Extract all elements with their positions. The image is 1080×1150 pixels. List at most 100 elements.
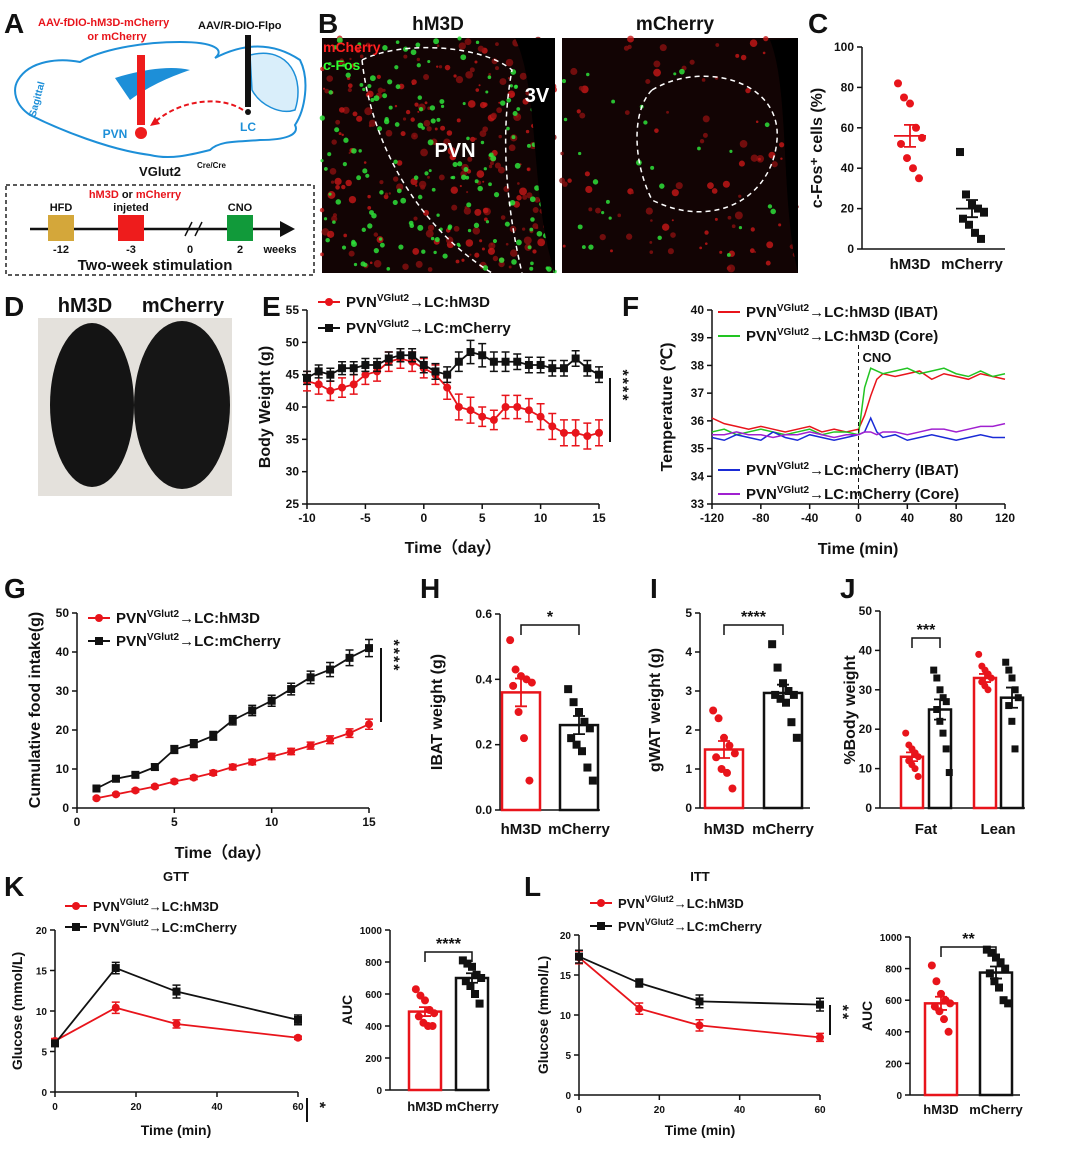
data-point (968, 200, 976, 209)
x-tick-label: -10 (298, 511, 316, 525)
y-axis-label: Glucose (mmol/L) (535, 956, 551, 1074)
significance-bracket (940, 946, 997, 957)
data-point (345, 653, 354, 662)
data-point (209, 731, 218, 740)
y-tick-label: 20 (841, 202, 855, 216)
y-axis-label: %Body weight (842, 655, 859, 765)
cno-label: CNO (228, 202, 253, 214)
data-point (720, 733, 728, 742)
mean-sem (461, 972, 483, 984)
data-point (580, 717, 589, 726)
data-point (461, 977, 470, 986)
data-point (995, 983, 1003, 992)
y-tick-label: 40 (691, 303, 705, 317)
data-point (361, 360, 370, 369)
data-point (466, 348, 475, 357)
mean-sem (414, 1006, 436, 1017)
stain-label-mcherry: mCherry (323, 39, 381, 55)
data-point (583, 432, 592, 441)
injection-box (118, 215, 144, 241)
chart-C: 0 20 40 60 80 100 c-Fos⁺ cells (%) hM3D mCherry *… (809, 0, 1005, 273)
x-tick-label: -80 (752, 511, 770, 525)
data-point (513, 357, 522, 366)
data-point (506, 636, 515, 645)
data-point (475, 999, 484, 1008)
y-tick-label: 0.4 (475, 672, 492, 686)
category-label: mCherry (941, 256, 1003, 273)
x-tick-label: 40 (901, 511, 915, 525)
chart-K1: 0 5 10 15 20 0 20 40 60 Glucose (mmol/L) Time (min… (9, 869, 328, 1138)
chart-L2: 0 200 400 600 800 1000 AUC hM3D mCherry ** (859, 931, 1024, 1117)
y-tick-label: 20 (56, 723, 70, 737)
y-tick-label: 400 (885, 1028, 902, 1039)
panel-letter: G (4, 573, 26, 604)
series-line (712, 422, 1006, 439)
category-label: Fat (915, 821, 938, 838)
category-label: Lean (980, 821, 1015, 838)
data-point (776, 694, 785, 703)
lc-label: LC (240, 120, 256, 134)
series-line (54, 1006, 299, 1042)
data-point (730, 749, 739, 758)
mean-sem (566, 715, 592, 736)
chart-H: 0.0 0.2 0.4 0.6 IBAT weight (g) hM3D mCherry * (429, 607, 610, 838)
timeline-tick-label: 2 (237, 244, 243, 256)
legend-entry: PVNVGlut2→LC:hM3D (618, 894, 744, 911)
data-point (431, 367, 440, 376)
x-tick-label: 0 (420, 511, 427, 525)
data-point (933, 674, 941, 682)
chart-E: 25 30 35 40 45 50 55 -10 -5 0 5 10 15 Body Weight (g)… (257, 293, 631, 557)
x-tick-label: 10 (534, 511, 548, 525)
data-point (228, 763, 237, 772)
y-tick-label: 0 (62, 801, 69, 815)
data-point (306, 673, 315, 682)
data-point (131, 786, 140, 795)
data-point (937, 989, 945, 998)
y-tick-label: 0.6 (475, 607, 492, 621)
y-tick-label: 600 (365, 990, 382, 1001)
data-point (458, 956, 467, 965)
data-point (287, 747, 296, 756)
y-tick-label: 0.2 (475, 738, 492, 752)
data-point (936, 686, 944, 694)
y-tick-label: 50 (56, 606, 70, 620)
data-point (912, 123, 920, 132)
data-point (466, 982, 475, 990)
panel-letter: H (420, 573, 440, 604)
legend-entry: PVNVGlut2→LC:mCherry (IBAT) (746, 461, 959, 479)
y-tick-label: 34 (691, 469, 705, 483)
data-point (959, 214, 967, 223)
data-point (411, 985, 420, 994)
data-point (303, 373, 311, 382)
data-point (714, 714, 723, 723)
data-point (567, 734, 576, 743)
micrograph-right (559, 35, 799, 273)
y-axis-label: Body Weight (g) (257, 346, 274, 468)
data-point (314, 367, 323, 376)
data-point (471, 990, 479, 998)
data-point (575, 708, 583, 716)
y-tick-label: 20 (560, 931, 572, 942)
data-point (287, 685, 296, 694)
y-tick-label: 37 (691, 386, 705, 400)
y-tick-label: 0 (565, 1091, 571, 1102)
legend-entry: PVNVGlut2→LC:mCherry (346, 319, 511, 337)
y-axis-label: gWAT weight (g) (647, 648, 664, 772)
data-point (111, 1003, 120, 1012)
data-point (1005, 666, 1013, 674)
sagittal-label: Sagittal (28, 80, 48, 118)
y-tick-label: 0 (847, 242, 854, 256)
series-line (54, 966, 299, 1044)
y-tick-label: 2 (685, 723, 692, 737)
y-tick-label: 4 (685, 645, 692, 659)
data-point (816, 1000, 824, 1009)
y-tick-label: 45 (286, 368, 300, 382)
data-point (962, 190, 970, 199)
y-tick-label: 200 (365, 1054, 382, 1065)
brain-outline-icon (14, 40, 307, 159)
category-label: hM3D (890, 256, 931, 273)
virus-label-1b: or mCherry (87, 31, 147, 43)
data-point (933, 706, 941, 713)
data-point (982, 945, 991, 954)
y-tick-label: 0 (896, 1091, 902, 1102)
